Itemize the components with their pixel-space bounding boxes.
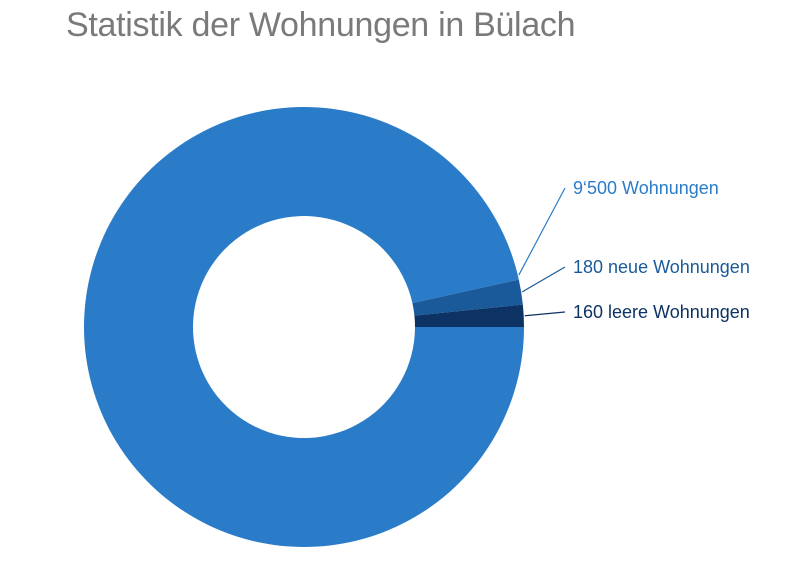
chart-title: Statistik der Wohnungen in Bülach [66,6,576,44]
slice-label-2: 180 neue Wohnungen [573,257,750,277]
leader-line-1 [518,187,566,276]
slice-label-3: 160 leere Wohnungen [573,302,750,322]
leader-lines [518,187,566,317]
donut-slice-3 [414,304,524,327]
leader-line-3 [524,311,566,317]
donut-slice-1 [83,106,524,547]
leader-line-2 [521,266,566,293]
slice-label-1: 9‘500 Wohnungen [573,178,719,198]
donut-slice-2 [412,279,523,316]
donut-slices [83,106,524,547]
slice-labels: 9‘500 Wohnungen 180 neue Wohnungen 160 lee… [573,178,750,322]
